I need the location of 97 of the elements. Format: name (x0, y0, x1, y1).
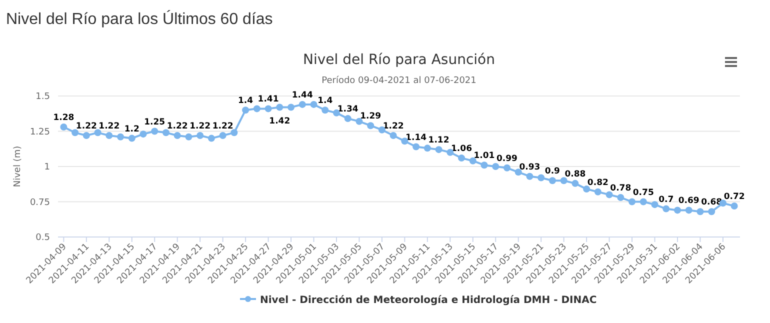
point (106, 132, 113, 139)
point (162, 129, 170, 136)
y-tick-label: 0.5 (36, 233, 50, 243)
point (435, 146, 442, 154)
data-label: 1.41 (258, 94, 279, 105)
data-label: 1.29 (360, 112, 382, 122)
point (696, 208, 704, 216)
data-label: 1.4 (318, 96, 333, 106)
point (492, 163, 500, 170)
y-tick-label: 1.25 (30, 127, 50, 138)
point (242, 106, 250, 114)
point (344, 115, 352, 122)
data-label: 0.82 (587, 178, 608, 188)
point (730, 202, 738, 210)
data-label: 1.14 (406, 132, 427, 143)
y-tick-label: 0.75 (30, 198, 50, 208)
point (208, 134, 215, 142)
data-label: 1.12 (428, 136, 450, 146)
data-label: 0.7 (658, 194, 674, 205)
point (572, 180, 579, 187)
point (594, 188, 602, 196)
point (72, 129, 79, 136)
point (196, 132, 204, 139)
point (401, 138, 408, 145)
data-label: 1.22 (166, 121, 188, 132)
point (322, 106, 329, 114)
data-label: 1.2 (124, 124, 140, 134)
point (298, 100, 306, 108)
point (174, 132, 181, 139)
data-label: 1.28 (53, 113, 74, 124)
point (548, 177, 556, 184)
point (117, 133, 124, 140)
point (640, 198, 647, 206)
data-label: 0.88 (564, 169, 586, 180)
y-tick-label: 1 (44, 162, 50, 172)
point (253, 105, 260, 112)
data-label: 1.22 (98, 121, 120, 132)
point (458, 154, 466, 162)
data-label: 1.22 (382, 121, 404, 132)
data-label: 1.01 (474, 151, 495, 162)
point (662, 205, 670, 212)
point (310, 100, 318, 108)
point (560, 177, 568, 184)
data-label: 1.22 (76, 121, 97, 132)
text: Nivel del Río para los Últimos 60 días (6, 10, 273, 28)
point (264, 105, 272, 112)
point (503, 164, 510, 172)
data-label: 0.78 (610, 184, 632, 194)
data-label: 1.22 (190, 121, 211, 132)
point (651, 201, 658, 208)
data-label: 0.72 (724, 192, 745, 202)
chart-subtitle: Período 09-04-2021 al 07-06-2021 (322, 75, 476, 86)
data-label: 0.9 (544, 166, 560, 177)
data-label: 1.4 (238, 96, 254, 106)
point (469, 157, 476, 164)
point (230, 129, 238, 136)
data-label: 1.25 (144, 117, 166, 128)
point (583, 186, 590, 193)
point (412, 143, 420, 150)
point (538, 174, 545, 182)
point (617, 194, 624, 202)
point (140, 130, 147, 138)
y-axis-title: Nivel (m) (13, 146, 23, 188)
point (685, 206, 692, 214)
point (367, 122, 374, 130)
point (185, 133, 192, 140)
data-label: 1.06 (451, 144, 472, 154)
point (606, 191, 613, 198)
point (128, 134, 136, 142)
data-label: 1.44 (292, 90, 313, 100)
data-label: 1.22 (212, 121, 234, 132)
point (674, 206, 681, 214)
point (708, 208, 716, 216)
point (424, 144, 431, 152)
data-label: 0.75 (632, 188, 654, 198)
point (378, 126, 386, 134)
point (219, 132, 226, 139)
point (276, 104, 284, 111)
point (390, 132, 397, 139)
chart-title: Nivel del Río para Asunción (303, 52, 495, 68)
point (94, 129, 102, 136)
point (151, 128, 158, 135)
point (480, 162, 488, 169)
y-tick-label: 1.5 (36, 92, 50, 102)
point (628, 198, 636, 206)
data-label: 0.99 (496, 154, 518, 164)
data-label: 1.42 (269, 116, 290, 126)
data-label: 1.34 (337, 104, 358, 115)
legend-label: Nivel - Dirección de Meteorología e Hidrología DMH - DINAC (260, 295, 597, 306)
point (82, 132, 90, 139)
point (60, 124, 68, 131)
data-label: 0.69 (678, 196, 700, 206)
point (514, 168, 522, 176)
point (526, 172, 534, 180)
point (356, 118, 363, 125)
point (288, 104, 295, 111)
data-label: 0.93 (519, 162, 540, 172)
